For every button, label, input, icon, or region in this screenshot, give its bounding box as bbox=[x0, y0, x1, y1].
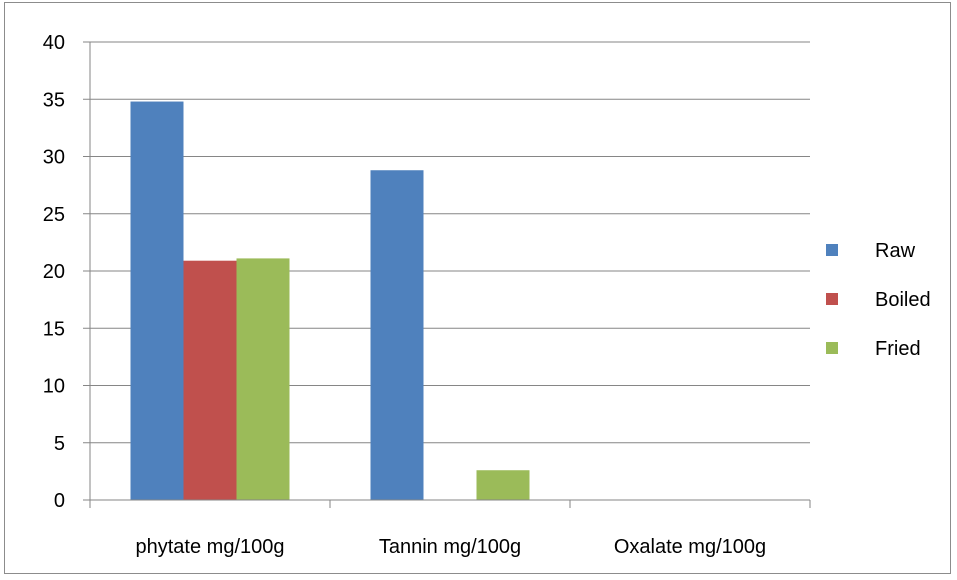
y-tick-label: 40 bbox=[43, 32, 65, 54]
legend-swatch-fried bbox=[826, 342, 838, 354]
x-category-label: Tannin mg/100g bbox=[379, 536, 521, 558]
x-category-label: Oxalate mg/100g bbox=[614, 536, 766, 558]
y-tick-label: 25 bbox=[43, 204, 65, 226]
y-tick-label: 30 bbox=[43, 147, 65, 169]
legend-label-fried: Fried bbox=[875, 338, 921, 360]
bars bbox=[130, 101, 530, 501]
bar-fried-0 bbox=[236, 258, 290, 500]
y-axis-tick-labels: 0 5 10 15 20 25 30 35 40 bbox=[43, 32, 65, 512]
y-tick-label: 5 bbox=[54, 433, 65, 455]
y-tick-label: 15 bbox=[43, 318, 65, 340]
bar-boiled-0 bbox=[183, 260, 237, 500]
y-tick-label: 10 bbox=[43, 376, 65, 398]
legend-swatch-boiled bbox=[826, 293, 838, 305]
legend-label-raw: Raw bbox=[875, 240, 916, 262]
axes bbox=[89, 42, 811, 508]
y-tick-label: 20 bbox=[43, 261, 65, 283]
bar-raw-0 bbox=[130, 101, 184, 500]
legend-swatch-raw bbox=[826, 244, 838, 256]
x-axis-category-labels: phytate mg/100g Tannin mg/100g Oxalate mg/… bbox=[136, 536, 767, 558]
x-category-label: phytate mg/100g bbox=[136, 536, 285, 558]
y-tick-label: 35 bbox=[43, 89, 65, 111]
bar-raw-1 bbox=[370, 170, 424, 501]
bar-fried-1 bbox=[476, 470, 530, 500]
legend-label-boiled: Boiled bbox=[875, 289, 931, 311]
y-tick-label: 0 bbox=[54, 490, 65, 512]
legend: Raw Boiled Fried bbox=[826, 240, 931, 360]
